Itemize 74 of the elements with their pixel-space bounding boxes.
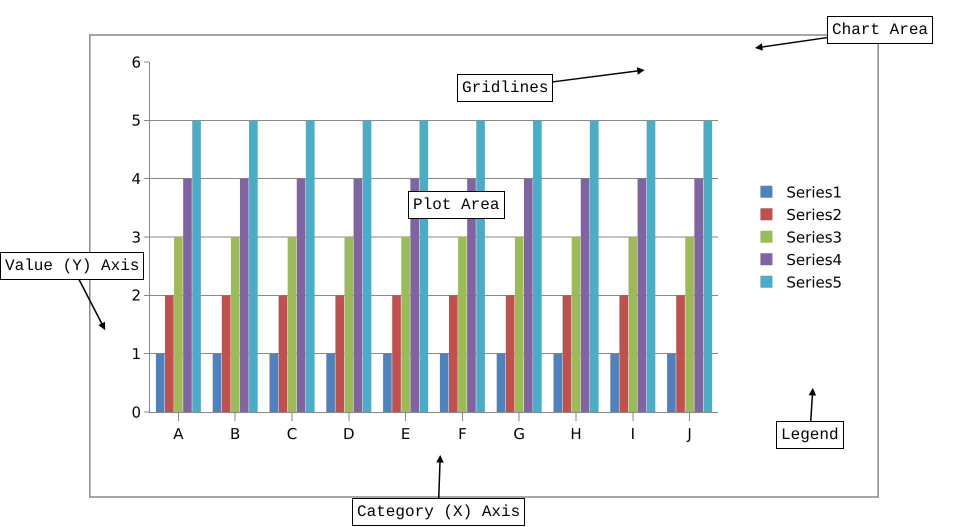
x-tick-label: A xyxy=(173,425,184,443)
x-tick-label: B xyxy=(230,425,240,443)
text: Legend xyxy=(781,426,839,444)
bar xyxy=(562,295,572,412)
bar xyxy=(335,295,344,412)
bar xyxy=(685,237,694,412)
y-tick-label: 6 xyxy=(131,53,141,72)
text: Value (Y) Axis xyxy=(5,257,140,275)
bar xyxy=(506,295,514,412)
bar xyxy=(458,237,467,412)
bar xyxy=(533,120,542,412)
x-tick-label: F xyxy=(458,425,467,443)
bar xyxy=(288,237,296,412)
x-tick-label: E xyxy=(400,425,410,443)
bar xyxy=(590,120,598,412)
x-tick-label: D xyxy=(343,425,355,443)
bar xyxy=(296,178,306,412)
bar xyxy=(580,178,590,412)
bar xyxy=(183,178,192,412)
bar xyxy=(449,295,458,412)
y-tick-label: 4 xyxy=(131,170,141,188)
legend-label: Series1 xyxy=(786,184,842,202)
bar xyxy=(212,354,222,412)
x-tick-label: H xyxy=(570,425,582,443)
bar xyxy=(628,237,638,412)
bar xyxy=(165,295,174,412)
bar xyxy=(638,178,646,412)
bar xyxy=(524,178,533,412)
bar xyxy=(156,354,165,412)
bar xyxy=(278,295,288,412)
y-tick-label: 1 xyxy=(131,344,141,363)
bar xyxy=(344,237,354,412)
annotation: Gridlines xyxy=(462,79,548,97)
bar xyxy=(676,295,685,412)
bar xyxy=(610,354,619,412)
bar xyxy=(514,237,524,412)
text: Chart Area xyxy=(832,21,928,39)
x-tick-label: J xyxy=(686,425,692,443)
y-tick-label: 2 xyxy=(131,286,141,305)
bar xyxy=(230,237,240,412)
bar xyxy=(354,178,362,412)
text: Category (X) Axis xyxy=(357,503,520,521)
bar xyxy=(192,120,201,412)
bar xyxy=(554,354,562,412)
bar xyxy=(270,354,278,412)
y-tick-label: 5 xyxy=(131,112,141,130)
bar xyxy=(667,354,676,412)
bar xyxy=(392,295,401,412)
bar xyxy=(306,120,314,412)
bar xyxy=(703,120,712,412)
x-tick-label: C xyxy=(286,425,298,443)
bar xyxy=(496,354,506,412)
bar xyxy=(240,178,249,412)
bar xyxy=(440,354,449,412)
legend-label: Series3 xyxy=(786,228,842,247)
bar xyxy=(249,120,258,412)
bar xyxy=(572,237,580,412)
x-tick-label: G xyxy=(513,425,526,443)
bar xyxy=(362,120,372,412)
bar xyxy=(174,237,183,412)
bar xyxy=(383,354,392,412)
bar xyxy=(646,120,656,412)
bar xyxy=(401,237,410,412)
y-tick-label: 0 xyxy=(131,403,141,422)
bar xyxy=(694,178,703,412)
legend-label: Series4 xyxy=(786,251,842,270)
annotation: Plot Area xyxy=(413,196,500,214)
bar xyxy=(619,295,628,412)
legend-label: Series2 xyxy=(786,206,842,224)
bar xyxy=(222,295,230,412)
legend-label: Series5 xyxy=(786,274,842,292)
x-tick-label: I xyxy=(630,425,636,443)
bar xyxy=(326,354,335,412)
y-tick-label: 3 xyxy=(131,228,141,246)
